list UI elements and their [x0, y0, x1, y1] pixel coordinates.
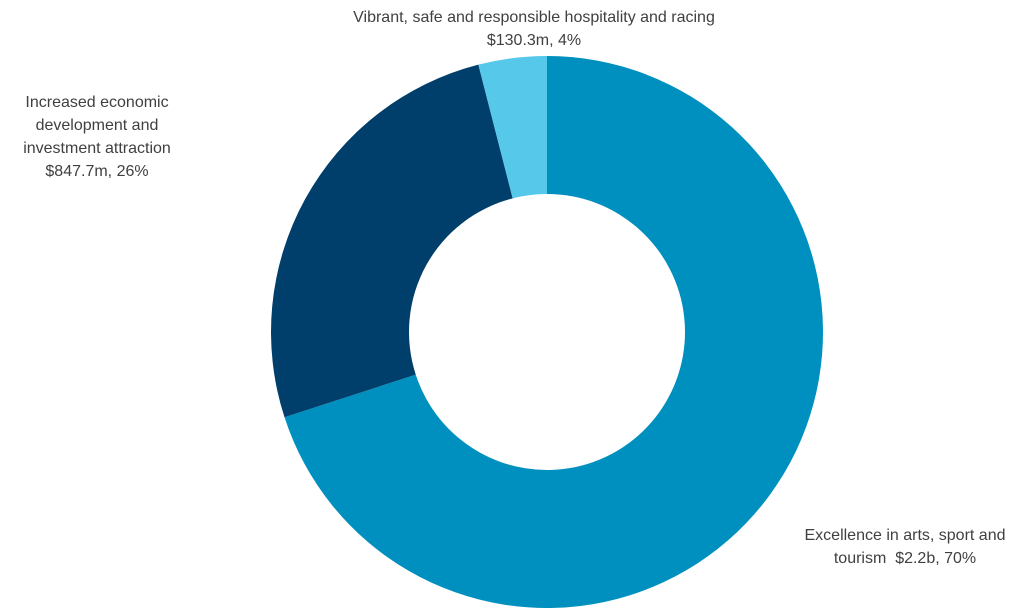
value-label: $130.3m, 4%	[486, 32, 582, 49]
category-name: Vibrant, safe and responsible hospitalit…	[353, 9, 715, 26]
slice-label: Increased economic development and inves…	[7, 91, 187, 183]
value-label: $2.2b, 70%	[895, 550, 977, 567]
donut-slice	[270, 64, 513, 418]
category-name: Increased economic development and inves…	[23, 94, 171, 157]
value-label: $847.7m, 26%	[45, 163, 149, 180]
category-name: Excellence in arts, sport and tourism	[804, 527, 1006, 567]
donut-slice	[478, 56, 547, 199]
donut-slice	[284, 56, 823, 608]
slice-label: Excellence in arts, sport and tourism $2…	[785, 524, 1025, 570]
slice-label: Vibrant, safe and responsible hospitalit…	[284, 6, 784, 52]
